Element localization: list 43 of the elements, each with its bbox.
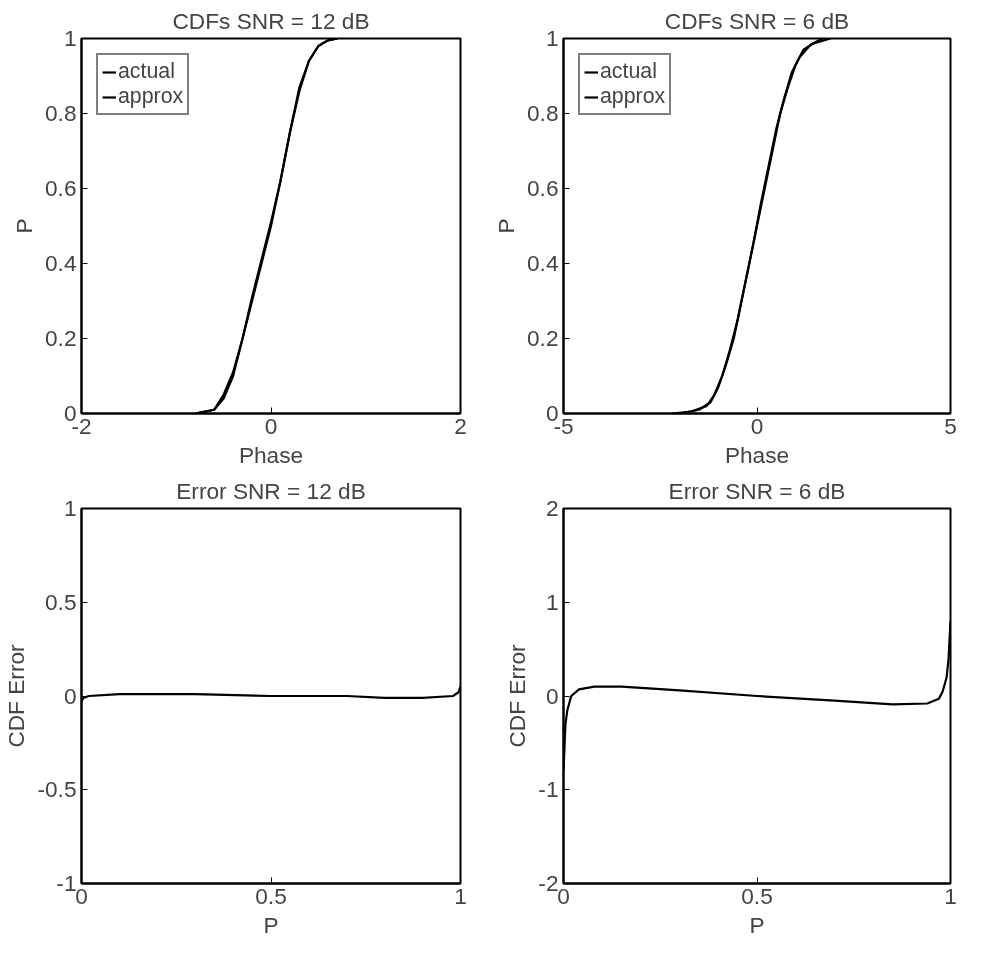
y-tick-label: 0.8 [45,100,77,126]
legend-label: actual [600,59,657,84]
y-tick-label: -1 [538,776,559,803]
x-axis-title: Phase [238,441,304,468]
y-tick-label: 1 [545,588,559,615]
y-tick-label: 1 [63,25,77,51]
legend-label: actual [118,59,175,84]
chart-title: Error SNR = 6 dB [668,477,846,504]
x-tick-label: 0.5 [741,882,773,909]
y-tick-label: 0.8 [527,100,559,126]
y-tick-label: 0.5 [45,588,77,615]
x-axis-title: Phase [724,441,790,468]
y-tick-label: 0.6 [527,175,559,201]
y-tick-label: -0.5 [37,776,77,803]
x-axis-title: P [749,911,765,938]
y-tick-label: -1 [56,870,77,896]
y-axis-title: CDF Error [3,643,30,748]
y-tick-label: 0.6 [45,175,77,201]
y-axis-title: CDF Error [504,643,531,748]
chart-title: CDFs SNR = 6 dB [664,7,850,34]
x-axis-title: P [263,911,279,938]
x-tick-label: 2 [454,412,467,439]
x-tick-label: 0 [750,412,764,439]
y-axis-title: P [493,218,519,234]
y-tick-label: 0.2 [527,325,559,351]
y-tick-label: 0.4 [45,250,77,276]
x-tick-label: 0.5 [255,882,287,909]
y-tick-label: 0 [63,682,77,709]
y-tick-label: 2 [545,495,559,521]
x-tick-label: 1 [944,882,957,909]
legend-label: approx [118,84,184,109]
y-tick-label: 1 [545,25,559,51]
legend-label: approx [600,84,666,109]
y-tick-label: 0.2 [45,325,77,351]
y-tick-label: 1 [63,495,77,521]
y-axis-title: P [11,218,37,234]
y-tick-label: 0.4 [527,250,559,276]
x-tick-label: 5 [944,412,957,439]
chart-title: Error SNR = 12 dB [176,477,366,504]
x-tick-label: 0 [264,412,278,439]
chart-title: CDFs SNR = 12 dB [172,7,370,34]
x-tick-label: 1 [454,882,467,909]
y-tick-label: 0 [545,682,559,709]
